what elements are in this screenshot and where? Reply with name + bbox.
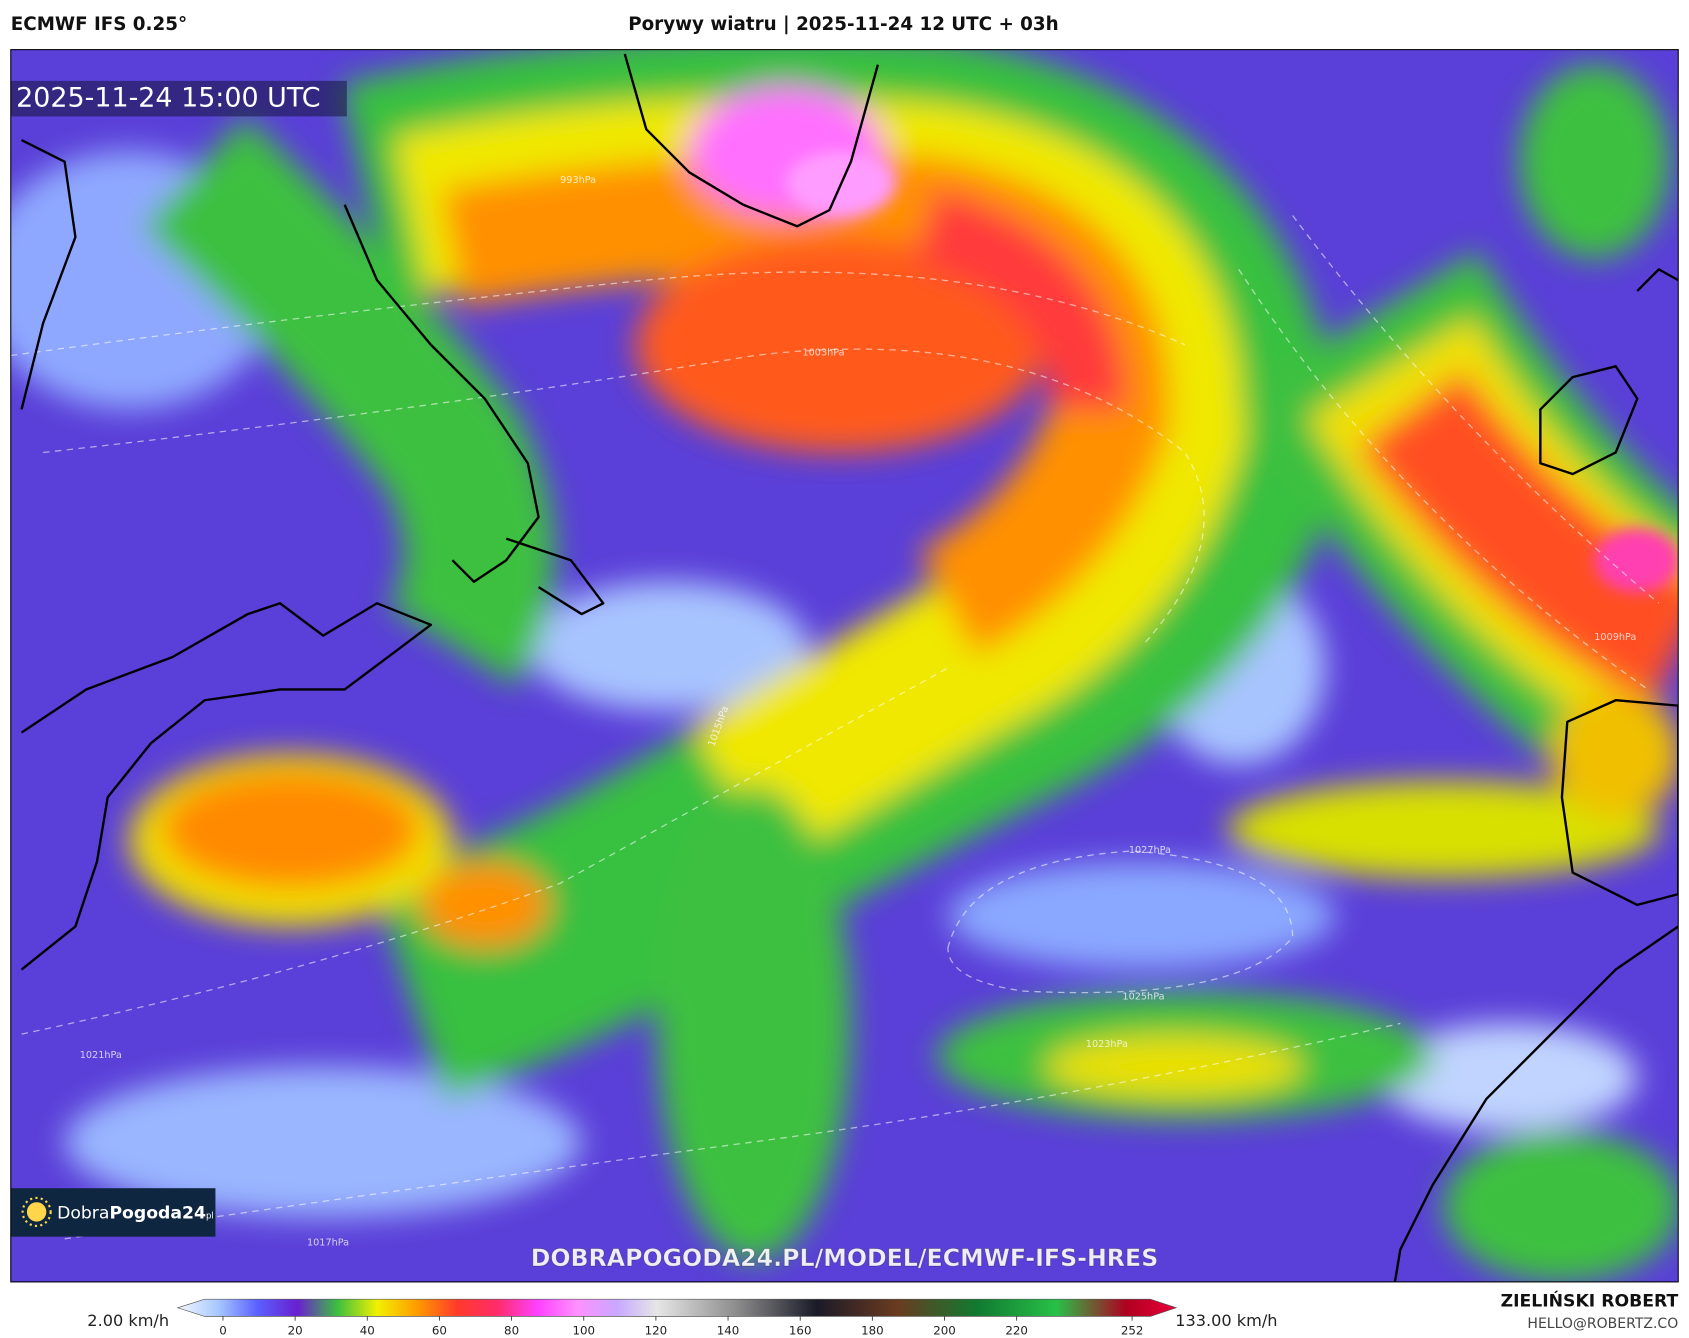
- colorbar-gradient: [176, 1298, 1178, 1317]
- colorbar-tick-label: 20: [288, 1324, 303, 1338]
- model-name: ECMWF IFS 0.25°: [11, 14, 187, 35]
- colorbar-tick-label: 40: [360, 1324, 375, 1338]
- valid-time: 2025-11-24 15:00 UTC: [16, 83, 320, 114]
- coastlines: [20, 53, 1679, 1282]
- logo-first: Dobra: [57, 1203, 109, 1223]
- colorbar-tick-label: 180: [861, 1324, 884, 1338]
- watermark-url: DOBRAPOGODA24.PL/MODEL/ECMWF-IFS-HRES: [531, 1244, 1159, 1272]
- colorbar-tick-label: 80: [504, 1324, 519, 1338]
- isobar-label: 1025hPa: [1122, 992, 1164, 1003]
- isobar-label: 1017hPa: [307, 1237, 349, 1248]
- map-title: Porywy wiatru | 2025-11-24 12 UTC + 03h: [628, 14, 1058, 35]
- colorbar-tick-label: 100: [572, 1324, 595, 1338]
- isobars: [10, 215, 1660, 1240]
- logo-second: Pogoda24: [109, 1203, 206, 1223]
- colorbar-tick-label: 252: [1121, 1324, 1144, 1338]
- map-frame: [10, 49, 1679, 1283]
- logo-suffix: pl: [206, 1211, 214, 1221]
- colorbar-max-label: 133.00 km/h: [1175, 1311, 1277, 1330]
- colorbar-tick-label: 140: [717, 1324, 740, 1338]
- colorbar-tick-label: 60: [432, 1324, 447, 1338]
- colorbar-tick-label: 200: [933, 1324, 956, 1338]
- valid-time-box: [10, 80, 347, 117]
- colorbar-tick-label: 220: [1005, 1324, 1028, 1338]
- author: ZIELIŃSKI ROBERT: [1501, 1290, 1679, 1312]
- colorbar-tick-label: 160: [789, 1324, 812, 1338]
- colorbar: 0 20 40 60 80 100 120 140 160 180 200 220 252: [176, 1298, 1178, 1338]
- isobar-label: 1023hPa: [1086, 1039, 1128, 1050]
- email: HELLO@ROBERTZ.CO: [1527, 1316, 1678, 1332]
- map: 993hPa 1003hPa 1015hPa 1027hPa 1025hPa 1…: [10, 49, 1679, 1282]
- colorbar-tick-label: 120: [645, 1324, 668, 1338]
- colorbar-tick-label: 0: [219, 1324, 227, 1338]
- isobar-label: 1021hPa: [80, 1050, 122, 1061]
- logo-rays: [21, 1196, 52, 1227]
- logo-text: DobraPogoda24pl: [57, 1203, 214, 1223]
- logo-sun: [26, 1202, 47, 1222]
- isobar-label: 1009hPa: [1594, 632, 1636, 643]
- colorbar-min-label: 2.00 km/h: [87, 1311, 169, 1330]
- isobar-label: 1027hPa: [1129, 845, 1171, 856]
- isobar-label: 1003hPa: [802, 348, 844, 359]
- isobar-label: 993hPa: [560, 175, 596, 186]
